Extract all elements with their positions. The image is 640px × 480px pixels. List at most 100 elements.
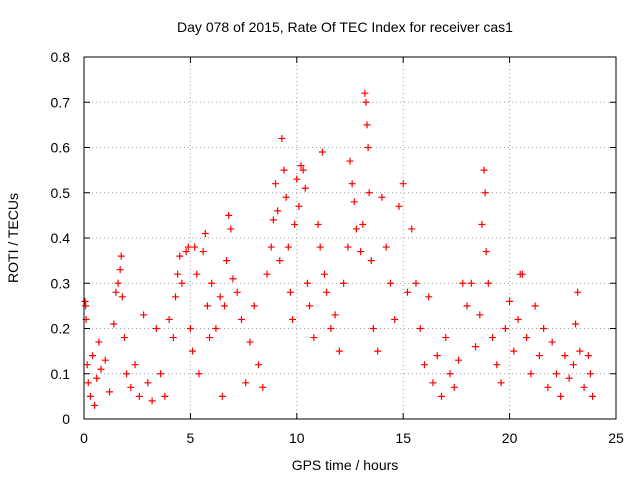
chart-title: Day 078 of 2015, Rate Of TEC Index for r… [177,19,513,35]
data-point [395,202,403,210]
y-tick-label: 0.4 [51,230,71,246]
data-point [489,334,497,342]
x-tick-label: 0 [80,430,88,446]
data-point [161,392,169,400]
data-point [272,180,280,188]
data-point [157,370,165,378]
data-point [348,180,356,188]
data-point [518,270,526,278]
data-point [199,248,207,256]
data-point [106,388,114,396]
data-point [297,162,305,170]
data-point [93,374,101,382]
data-point [374,347,382,355]
data-point [97,365,105,373]
data-point [286,288,294,296]
data-point [293,175,301,183]
data-point [186,325,194,332]
data-point [331,311,339,319]
data-point [352,225,360,233]
data-point [191,243,199,251]
data-point [357,248,365,256]
data-point [172,293,180,301]
data-point [455,356,463,364]
data-point [127,383,135,391]
x-tick-label: 25 [608,430,624,446]
data-point [523,334,531,342]
y-tick-label: 0.2 [51,321,71,337]
data-point [101,356,109,364]
data-point [83,361,91,369]
data-point [140,311,148,319]
data-point [450,383,458,391]
data-point [340,279,348,287]
data-point [291,220,299,228]
data-point [203,302,211,310]
data-point [229,275,237,283]
data-point [438,392,446,400]
data-point [535,352,543,360]
data-point [364,144,372,151]
y-tick-label: 0 [62,411,70,427]
data-point [369,325,377,332]
x-tick-label: 10 [289,430,305,446]
data-point [110,320,118,328]
data-point [123,370,131,378]
data-point [531,302,539,310]
data-point [514,315,522,323]
data-point [446,370,454,378]
x-axis-label: GPS time / hours [292,457,399,473]
y-tick-label: 0.8 [51,49,71,65]
data-point [378,193,386,201]
data-point [237,315,245,323]
data-point [227,225,235,233]
data-point [276,257,284,265]
y-axis-label: ROTI / TECUs [5,193,21,283]
data-point [174,270,182,278]
data-point [278,134,286,142]
data-point [220,302,228,310]
data-point [478,220,486,228]
data-point [201,229,209,237]
data-point [497,379,505,387]
data-point [310,334,318,342]
data-point [463,302,471,310]
y-tick-label: 0.5 [51,185,71,201]
data-point [527,370,535,378]
data-point [572,320,580,328]
data-point [574,288,582,296]
data-point [112,288,120,296]
data-point [189,347,197,355]
grid-lines [84,57,616,419]
data-points [81,89,597,409]
data-point [195,370,203,378]
data-point [408,225,416,233]
data-point [544,383,552,391]
data-point [152,325,160,332]
data-point [81,297,89,305]
data-point [442,334,450,342]
data-point [280,166,288,174]
data-point [476,311,484,319]
data-point [242,379,250,387]
x-tick-label: 15 [395,430,411,446]
x-tick-label: 20 [502,430,518,446]
data-point [580,383,588,391]
data-point [303,279,311,287]
data-point [116,266,124,274]
data-point [135,392,143,400]
data-point [467,279,475,287]
data-point [223,257,231,265]
data-point [412,279,420,287]
data-point [84,379,92,387]
data-point [176,252,184,260]
data-point [299,166,307,174]
data-point [365,189,373,197]
data-point [259,383,267,391]
data-point [359,220,367,228]
data-point [420,361,428,369]
data-point [306,302,314,310]
data-point [552,370,560,378]
data-point [184,243,192,251]
data-point [586,370,594,378]
